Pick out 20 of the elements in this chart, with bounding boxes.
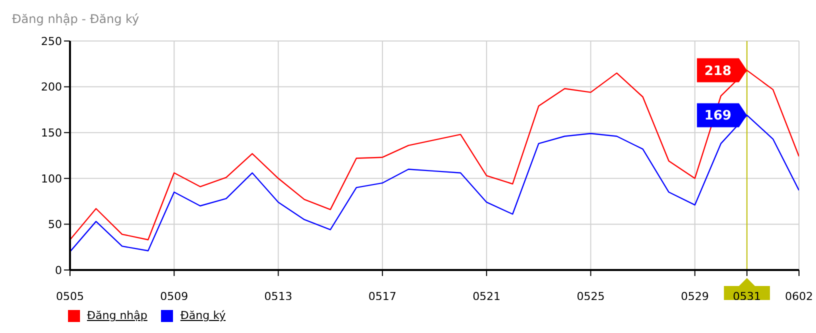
x-tick-label: 0513 [264, 290, 292, 303]
x-tick-label: 0521 [472, 290, 501, 303]
y-tick-label: 150 [41, 126, 62, 140]
x-tick-label: 0509 [160, 290, 188, 303]
x-tick-label: 0529 [680, 290, 709, 303]
y-tick-label: 200 [41, 80, 62, 94]
x-tick-label: 0602 [785, 290, 813, 303]
legend-label: Đăng ký [180, 309, 226, 322]
x-tick-label: 0505 [56, 290, 84, 303]
x-tick-label: 0525 [576, 290, 605, 303]
y-tick-label: 100 [41, 172, 62, 186]
annotation: 169 [704, 108, 732, 124]
x-tick-label: 0531 [732, 290, 761, 303]
y-tick-label: 50 [48, 218, 62, 232]
x-tick-label: 0517 [368, 290, 396, 303]
chart-title: Đăng nhập - Đăng ký [12, 12, 140, 26]
y-tick-label: 0 [55, 264, 62, 277]
y-tick-label: 250 [41, 34, 62, 48]
legend-label: Đăng nhập [87, 309, 148, 322]
annotation: 218 [704, 64, 732, 79]
